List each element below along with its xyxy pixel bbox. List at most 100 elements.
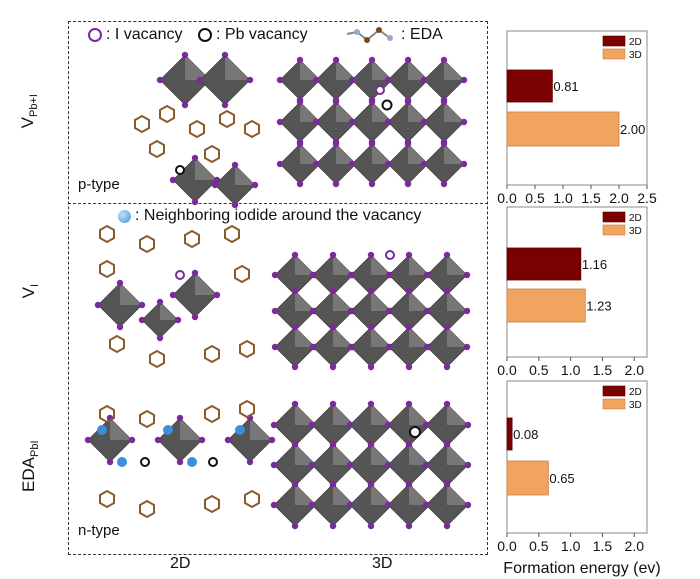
octahedron-face bbox=[372, 102, 392, 122]
octahedron-face bbox=[371, 484, 392, 505]
iodine-atom bbox=[246, 458, 254, 466]
x-tick-label: 0.0 bbox=[497, 362, 517, 378]
iodine-atom bbox=[221, 51, 229, 59]
octahedron-face bbox=[120, 283, 142, 305]
iodine-atom bbox=[332, 180, 340, 188]
iodine-atom bbox=[443, 251, 451, 259]
iodine-atom bbox=[347, 271, 355, 279]
iodine-atom bbox=[405, 287, 413, 295]
x-tick-label: 0.5 bbox=[525, 190, 545, 206]
benzene-ring bbox=[204, 494, 220, 514]
iodine-atom bbox=[291, 400, 299, 408]
iodine-atom bbox=[116, 279, 124, 287]
iodine-atom bbox=[464, 501, 472, 509]
iodine-atom bbox=[270, 461, 278, 469]
chart-frame bbox=[506, 206, 648, 358]
iodine-atom bbox=[329, 287, 337, 295]
iodine-atom bbox=[384, 160, 392, 168]
iodine-atom bbox=[94, 301, 102, 309]
bar-value-label: 0.08 bbox=[513, 427, 538, 442]
x-tick-label: 1.0 bbox=[561, 362, 581, 378]
octahedron-face bbox=[371, 404, 392, 425]
iodine-atom bbox=[270, 501, 278, 509]
benzene-ring bbox=[204, 144, 220, 164]
iodine-atom bbox=[422, 461, 430, 469]
benzene-ring bbox=[109, 334, 125, 354]
iodine-atom bbox=[106, 458, 114, 466]
iodine-atom bbox=[368, 56, 376, 64]
legend-swatch-3d bbox=[602, 224, 626, 236]
octahedron-face bbox=[371, 255, 391, 275]
iodine-atom bbox=[138, 301, 146, 309]
octahedron-face bbox=[300, 144, 320, 164]
i-vacancy-marker bbox=[175, 270, 185, 280]
iodine-atom bbox=[191, 269, 199, 277]
benzene-ring bbox=[189, 119, 205, 139]
iodine-atom bbox=[440, 98, 448, 106]
bar-2d bbox=[506, 417, 513, 451]
iodine-atom bbox=[346, 461, 354, 469]
benzene-ring bbox=[219, 109, 235, 129]
iodine-atom bbox=[385, 343, 393, 351]
iodine-atom bbox=[440, 140, 448, 148]
octahedron-face bbox=[195, 158, 217, 180]
iodine-atom bbox=[271, 307, 279, 315]
iodine-atom bbox=[268, 436, 276, 444]
iodine-atom bbox=[460, 160, 468, 168]
x-tick-label: 0.5 bbox=[529, 538, 549, 554]
i-vacancy-marker bbox=[375, 85, 385, 95]
iodine-atom bbox=[367, 363, 375, 371]
iodine-atom bbox=[291, 323, 299, 331]
octahedron-face bbox=[408, 102, 428, 122]
iodine-atom bbox=[332, 140, 340, 148]
iodine-atom bbox=[368, 140, 376, 148]
legend-swatch-3d bbox=[602, 398, 626, 410]
iodine-atom bbox=[138, 316, 146, 324]
iodine-atom bbox=[296, 98, 304, 106]
iodine-atom bbox=[367, 287, 375, 295]
x-tick-label: 0.0 bbox=[497, 190, 517, 206]
bar-2d bbox=[506, 247, 582, 281]
iodine-atom bbox=[443, 323, 451, 331]
iodine-atom bbox=[128, 436, 136, 444]
octahedron-face bbox=[295, 404, 316, 425]
octahedron-face bbox=[409, 291, 429, 311]
iodine-atom bbox=[463, 307, 471, 315]
octahedron-face bbox=[295, 255, 315, 275]
iodine-atom bbox=[404, 56, 412, 64]
legend-label: 3D bbox=[629, 50, 642, 61]
iodine-atom bbox=[309, 307, 317, 315]
octahedron-face bbox=[295, 291, 315, 311]
iodine-atom bbox=[213, 291, 221, 299]
iodine-atom bbox=[332, 56, 340, 64]
formation-energy-charts: 0.81 2.00 0.0 0.5 1.0 1.5 2.0 2.5 2D 3D 1.16 1.23 0.… bbox=[497, 30, 661, 577]
eda-molecule-icon bbox=[346, 27, 393, 43]
iodine-atom bbox=[191, 198, 199, 206]
iodine-atom bbox=[405, 480, 413, 488]
iodine-atom bbox=[384, 421, 392, 429]
iodine-atom bbox=[154, 436, 162, 444]
iodine-atom bbox=[246, 76, 254, 84]
iodine-atom bbox=[308, 421, 316, 429]
iodine-atom bbox=[384, 118, 392, 126]
iodine-atom bbox=[405, 363, 413, 371]
octahedron-face bbox=[336, 144, 356, 164]
iodine-atom bbox=[443, 440, 451, 448]
iodine-atom bbox=[385, 271, 393, 279]
iodine-atom bbox=[156, 76, 164, 84]
octahedron-face bbox=[371, 444, 392, 465]
iodine-atom bbox=[422, 501, 430, 509]
pb-vacancy-marker bbox=[140, 457, 150, 467]
octahedron-face bbox=[333, 255, 353, 275]
x-tick-label: 2.0 bbox=[609, 190, 629, 206]
iodine-atom bbox=[329, 400, 337, 408]
x-tick-label: 1.5 bbox=[581, 190, 601, 206]
iodine-atom bbox=[347, 343, 355, 351]
octahedron-face bbox=[333, 484, 354, 505]
benzene-ring bbox=[99, 224, 115, 244]
iodine-atom bbox=[291, 363, 299, 371]
octahedron-face bbox=[444, 144, 464, 164]
benzene-ring bbox=[239, 399, 255, 419]
iodine-atom bbox=[181, 51, 189, 59]
iodine-atom bbox=[198, 436, 206, 444]
